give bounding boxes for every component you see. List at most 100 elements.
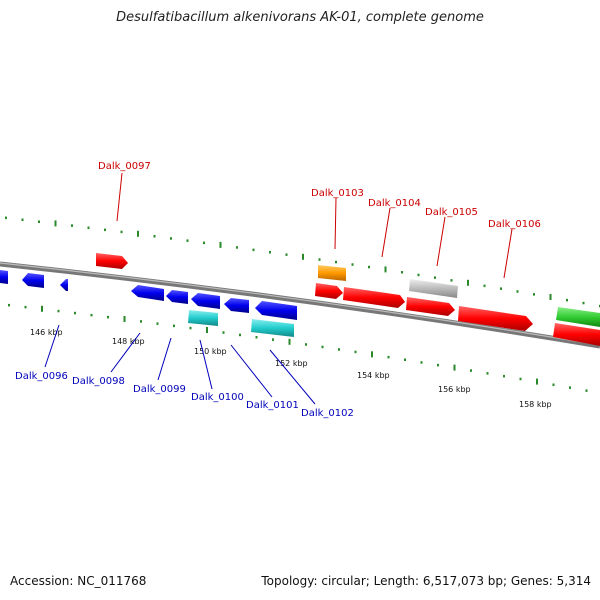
gene-dalk-0100[interactable] [191, 293, 220, 309]
tick-mark [533, 293, 535, 296]
tick-label-148: 148 kbp [112, 337, 145, 346]
tick-mark [24, 305, 27, 309]
gene-red-edge[interactable] [553, 323, 600, 346]
tick-mark [5, 216, 7, 220]
label-dalk-0098[interactable]: Dalk_0098 [72, 376, 125, 387]
tick-mark [519, 377, 522, 381]
genome-stats-text: Topology: circular; Length: 6,517,073 bp… [261, 574, 591, 588]
gene-dalk-0105-red-b[interactable] [343, 287, 405, 308]
tick-mark [384, 266, 387, 273]
genome-backbone [0, 261, 600, 349]
tick-mark [272, 338, 274, 341]
tick-mark [305, 343, 307, 346]
tick-mark [420, 361, 423, 364]
tick-mark [107, 315, 109, 319]
label-dalk-0101[interactable]: Dalk_0101 [246, 400, 299, 411]
tick-mark [338, 348, 340, 351]
tick-mark [236, 246, 238, 249]
tick-mark [173, 324, 175, 328]
gene-dalk-0096[interactable] [22, 273, 44, 288]
label-dalk-0106[interactable]: Dalk_0106 [488, 219, 541, 230]
reverse-leader-lines [44, 324, 316, 405]
label-dalk-0099[interactable]: Dalk_0099 [133, 384, 186, 395]
tick-mark [371, 351, 373, 358]
gene-dalk-0106[interactable] [458, 306, 533, 331]
tick-mark [500, 287, 502, 290]
tick-label-152: 152 kbp [275, 359, 308, 368]
gene-dalk-0100-cyan[interactable] [188, 310, 218, 326]
tick-mark [41, 305, 43, 312]
tick-mark [536, 378, 538, 385]
tick-mark [285, 253, 288, 256]
gene-dalk-0104-gray[interactable] [409, 279, 458, 298]
genome-title: Desulfatibacillum alkenivorans AK-01, co… [116, 10, 484, 25]
tick-label-146: 146 kbp [30, 328, 63, 337]
tick-mark [186, 239, 189, 242]
reverse-genes [0, 270, 297, 337]
tick-mark [123, 316, 126, 322]
gene-green[interactable] [556, 307, 600, 327]
accession-text: Accession: NC_011768 [10, 574, 147, 588]
tick-mark [470, 369, 472, 372]
tick-mark [206, 327, 208, 333]
tick-mark [252, 248, 255, 252]
tick-mark [140, 320, 142, 323]
tick-mark [189, 326, 192, 330]
tick-mark [582, 301, 585, 305]
tick-mark [21, 218, 24, 221]
tick-mark [483, 284, 486, 288]
gene-dalk-0098[interactable] [131, 285, 164, 301]
tick-mark [302, 253, 304, 260]
tick-mark [351, 263, 354, 266]
tick-mark [219, 241, 222, 248]
tick-label-158: 158 kbp [519, 400, 552, 409]
tick-mark [156, 322, 159, 325]
tick-mark [486, 372, 489, 375]
gene-dalk-0105-red-a[interactable] [315, 283, 343, 299]
tick-mark [255, 336, 258, 339]
scale-labels: 146 kbp 148 kbp 150 kbp 152 kbp 154 kbp … [30, 328, 552, 409]
tick-mark [203, 241, 205, 245]
tick-mark [401, 271, 403, 274]
tick-mark [57, 309, 60, 313]
tick-mark [8, 303, 10, 307]
tick-mark [467, 279, 469, 286]
gene-dalk-0105-red-c[interactable] [406, 297, 455, 316]
tick-mark [153, 235, 156, 238]
label-dalk-0100[interactable]: Dalk_0100 [191, 392, 244, 403]
gene-dalk-0102-cyan[interactable] [251, 319, 294, 337]
gene-dalk-0103[interactable] [318, 265, 346, 281]
tick-mark [552, 383, 555, 386]
forward-genes [96, 253, 600, 346]
label-dalk-0097[interactable]: Dalk_0097 [98, 161, 151, 172]
tick-mark [239, 333, 241, 337]
tick-mark [222, 331, 225, 334]
tick-mark [74, 311, 76, 315]
tick-mark [104, 228, 106, 232]
tick-mark [269, 251, 271, 254]
tick-mark [368, 265, 370, 269]
tick-mark [54, 220, 57, 227]
tick-mark [137, 230, 139, 237]
tick-label-156: 156 kbp [438, 385, 471, 394]
tick-mark [71, 224, 73, 227]
tick-mark [566, 298, 568, 302]
tick-mark [437, 363, 439, 367]
gene-dalk-0097[interactable] [96, 253, 128, 269]
label-dalk-0103[interactable]: Dalk_0103 [311, 188, 364, 199]
gene-blue-edge[interactable] [0, 270, 8, 284]
label-dalk-0096[interactable]: Dalk_0096 [15, 371, 68, 382]
gene-dalk-0099[interactable] [166, 290, 188, 304]
label-dalk-0105[interactable]: Dalk_0105 [425, 207, 478, 218]
tick-mark [503, 374, 505, 378]
tick-mark [318, 258, 321, 261]
upper-tick-track [5, 216, 600, 308]
gene-dalk-0102-blue[interactable] [255, 301, 297, 320]
gene-small-blue[interactable] [60, 279, 68, 291]
label-dalk-0102[interactable]: Dalk_0102 [301, 408, 354, 419]
tick-mark [90, 313, 93, 317]
tick-mark [450, 279, 453, 282]
gene-dalk-0101-blue[interactable] [224, 298, 249, 313]
label-dalk-0104[interactable]: Dalk_0104 [368, 198, 421, 209]
